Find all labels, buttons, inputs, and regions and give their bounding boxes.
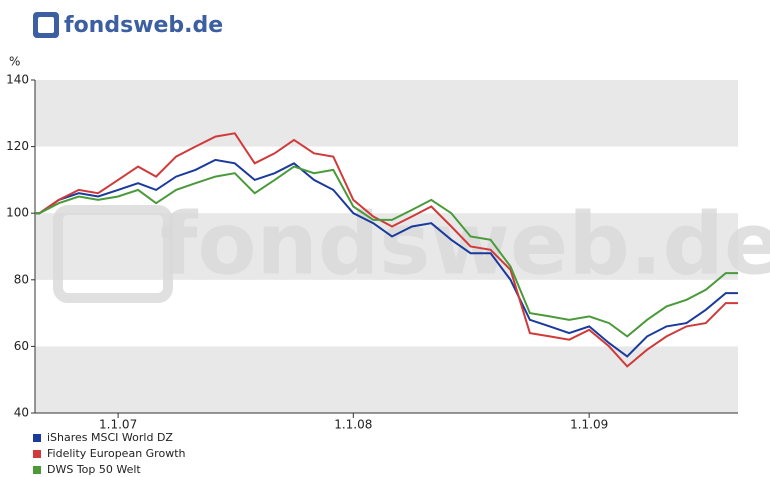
series-line <box>35 132 738 368</box>
grid-band <box>35 80 738 147</box>
legend-label: Fidelity European Growth <box>47 447 186 460</box>
x-tick-label: 1.1.08 <box>334 418 372 432</box>
watermark: fondsweb.de <box>160 194 770 294</box>
legend-swatch <box>33 450 41 458</box>
logo-text: fondsweb.de <box>64 13 223 38</box>
y-tick-label: 80 <box>14 272 29 286</box>
grid-band <box>35 346 738 413</box>
series-line <box>35 158 738 358</box>
y-axis-label: % <box>9 55 20 69</box>
series-line <box>35 165 738 338</box>
y-tick-label: 100 <box>6 206 29 220</box>
logo: fondsweb.de <box>33 12 223 38</box>
y-tick-label: 60 <box>14 339 29 353</box>
watermark-icon <box>53 205 173 303</box>
y-tick-label: 140 <box>6 73 29 87</box>
legend-swatch <box>33 466 41 474</box>
logo-icon-inner <box>38 17 54 33</box>
y-tick-label: 120 <box>6 139 29 153</box>
x-tick-label: 1.1.09 <box>570 418 608 432</box>
y-tick-label: 40 <box>14 406 29 420</box>
legend-swatch <box>33 434 41 442</box>
x-tick-label: 1.1.07 <box>99 418 137 432</box>
legend-label: iShares MSCI World DZ <box>47 431 173 444</box>
legend-label: DWS Top 50 Welt <box>47 463 141 476</box>
